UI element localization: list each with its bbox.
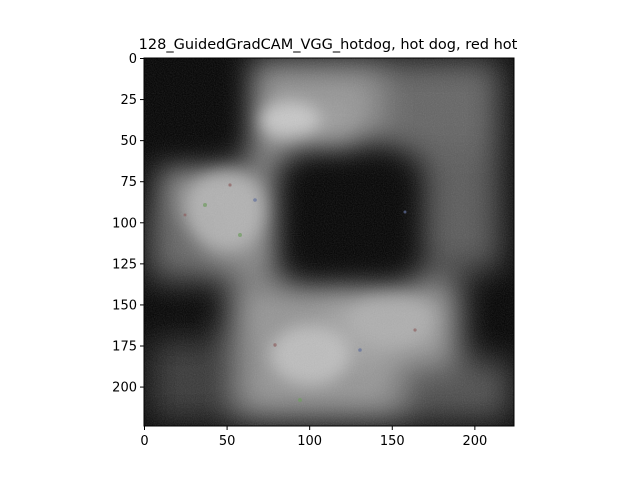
- y-tick-label: 0: [129, 52, 137, 67]
- saliency-image: [144, 58, 514, 426]
- x-axis: 0 50 100 150 200: [140, 426, 487, 449]
- y-tick-label: 75: [120, 175, 137, 190]
- y-tick-label: 200: [112, 381, 137, 396]
- y-tick-label: 25: [120, 93, 137, 108]
- y-tick-label: 150: [112, 298, 137, 313]
- figure-title: 128_GuidedGradCAM_VGG_hotdog, hot dog, r…: [139, 37, 518, 53]
- axes-frame: [143, 57, 515, 427]
- x-tick-label: 0: [140, 434, 148, 449]
- x-tick-label: 150: [380, 434, 405, 449]
- x-tick-label: 200: [462, 434, 487, 449]
- y-axis: 0 25 50 75 100 125 150 175 200: [112, 52, 144, 396]
- x-tick-label: 100: [297, 434, 322, 449]
- y-tick-label: 50: [120, 134, 137, 149]
- y-tick-label: 100: [112, 216, 137, 231]
- y-tick-label: 175: [112, 340, 137, 355]
- y-tick-label: 125: [112, 257, 137, 272]
- x-tick-label: 50: [219, 434, 236, 449]
